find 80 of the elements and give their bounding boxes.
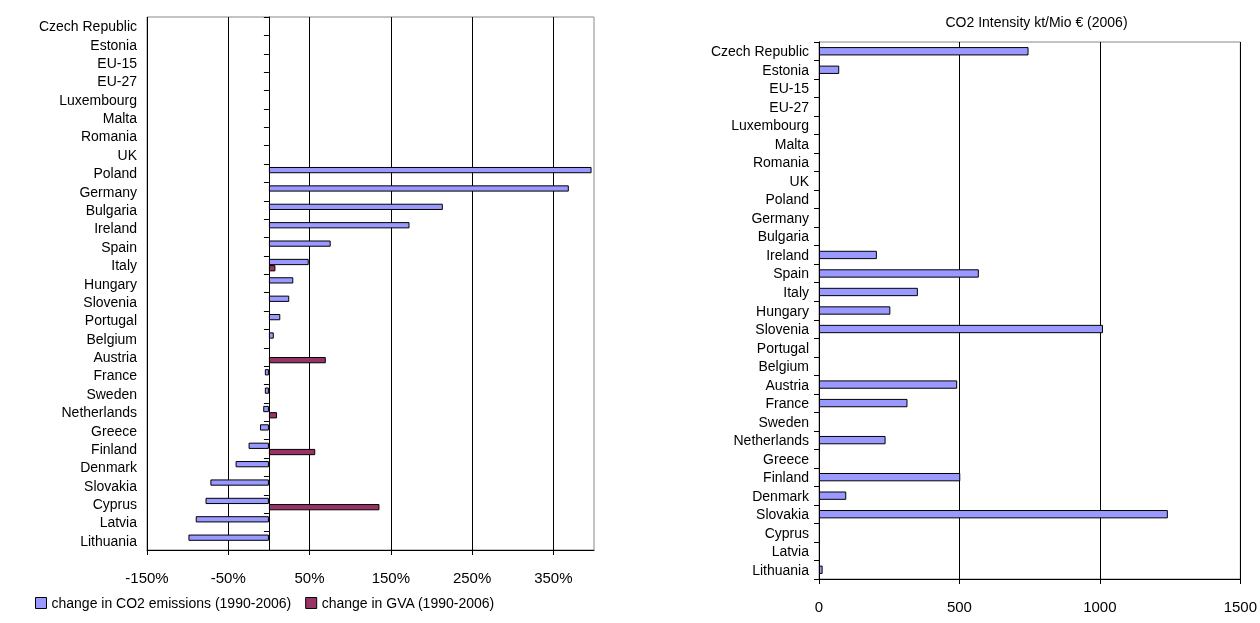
y-tick-label: Belgium	[758, 358, 809, 375]
y-tick-label: Austria	[93, 349, 138, 366]
y-tick-label: Italy	[783, 283, 809, 300]
y-tick-label: Latvia	[99, 514, 138, 531]
legend-label: change in GVA (1990-2006)	[321, 595, 495, 611]
bar	[819, 306, 891, 315]
y-tick-label: Sweden	[86, 385, 137, 402]
bar	[819, 565, 823, 574]
y-tick-label: Lithuania	[752, 561, 810, 578]
y-tick-label: Denmark	[752, 487, 810, 504]
y-tick-label: Spain	[773, 265, 809, 282]
y-tick-label: France	[765, 395, 810, 412]
y-tick-label: Slovakia	[756, 506, 810, 523]
y-tick-label: Austria	[765, 376, 810, 393]
y-tick-label: France	[93, 367, 138, 384]
y-tick-label: Czech Republic	[38, 18, 137, 35]
y-tick-label: Czech Republic	[710, 43, 809, 60]
y-tick-label: UK	[117, 146, 138, 163]
x-tick-label: -150%	[125, 569, 169, 586]
legend-label: change in CO2 emissions (1990-2006)	[51, 595, 292, 611]
x-tick-label: 1500	[1223, 598, 1257, 615]
x-tick-label: 350%	[534, 569, 573, 586]
bar	[819, 435, 886, 445]
bar	[819, 380, 958, 389]
y-tick-label: Poland	[765, 191, 809, 208]
y-tick-label: Portugal	[756, 339, 809, 356]
x-tick-label: 1000	[1083, 598, 1117, 615]
y-tick-label: Latvia	[771, 543, 810, 560]
y-tick-label: EU-27	[97, 73, 138, 90]
y-tick-label: EU-27	[769, 98, 810, 115]
y-tick-label: Luxembourg	[731, 117, 809, 134]
chart-title: CO2 Intensity kt/Mio € (2006)	[945, 14, 1128, 30]
bar	[819, 65, 840, 74]
y-tick-label: Denmark	[80, 459, 138, 476]
bar	[819, 287, 918, 297]
y-tick-label: Romania	[752, 154, 810, 171]
y-tick-label: Netherlands	[61, 404, 137, 421]
y-tick-label: Estonia	[762, 61, 810, 78]
y-tick-label: Greece	[763, 450, 810, 467]
y-tick-label: Poland	[93, 165, 137, 182]
y-tick-label: Finland	[91, 440, 137, 457]
y-tick-label: Netherlands	[733, 432, 809, 449]
y-tick-label: Sweden	[758, 413, 809, 430]
x-tick-label: 150%	[371, 569, 411, 586]
y-tick-label: Spain	[101, 238, 137, 255]
y-tick-label: Italy	[111, 257, 137, 274]
y-tick-label: Hungary	[84, 275, 137, 292]
y-tick-label: Portugal	[84, 312, 137, 329]
y-tick-label: Slovakia	[84, 477, 138, 494]
y-tick-label: Slovenia	[755, 321, 810, 338]
y-tick-label: Malta	[102, 110, 138, 127]
x-tick-label: -50%	[210, 569, 246, 586]
y-tick-label: Ireland	[94, 220, 137, 237]
y-tick-label: Malta	[774, 135, 810, 152]
y-tick-label: Belgium	[86, 330, 137, 347]
y-tick-label: Cyprus	[764, 524, 809, 541]
bar	[819, 491, 847, 500]
y-tick-label: Estonia	[90, 36, 138, 53]
y-tick-label: Romania	[80, 128, 138, 145]
y-tick-label: Luxembourg	[59, 91, 137, 108]
y-tick-label: EU-15	[97, 54, 138, 71]
x-tick-label: 250%	[452, 569, 492, 586]
y-tick-label: Bulgaria	[85, 201, 138, 218]
x-tick-label: 0	[814, 598, 824, 615]
y-tick-label: Hungary	[756, 302, 809, 319]
y-tick-label: Germany	[79, 183, 137, 200]
y-tick-label: Greece	[91, 422, 138, 439]
y-tick-label: Ireland	[766, 246, 809, 263]
y-tick-label: Cyprus	[92, 496, 137, 513]
y-tick-label: UK	[789, 172, 810, 189]
x-tick-label: 50%	[294, 569, 325, 586]
y-tick-label: Bulgaria	[757, 228, 810, 245]
y-tick-label: Germany	[751, 209, 809, 226]
y-tick-label: EU-15	[769, 80, 810, 97]
bar	[819, 398, 908, 408]
y-tick-label: Finland	[763, 469, 809, 486]
bar	[819, 250, 877, 260]
x-tick-label: 500	[946, 598, 972, 615]
y-tick-label: Lithuania	[80, 532, 138, 549]
y-tick-label: Slovenia	[83, 293, 138, 310]
